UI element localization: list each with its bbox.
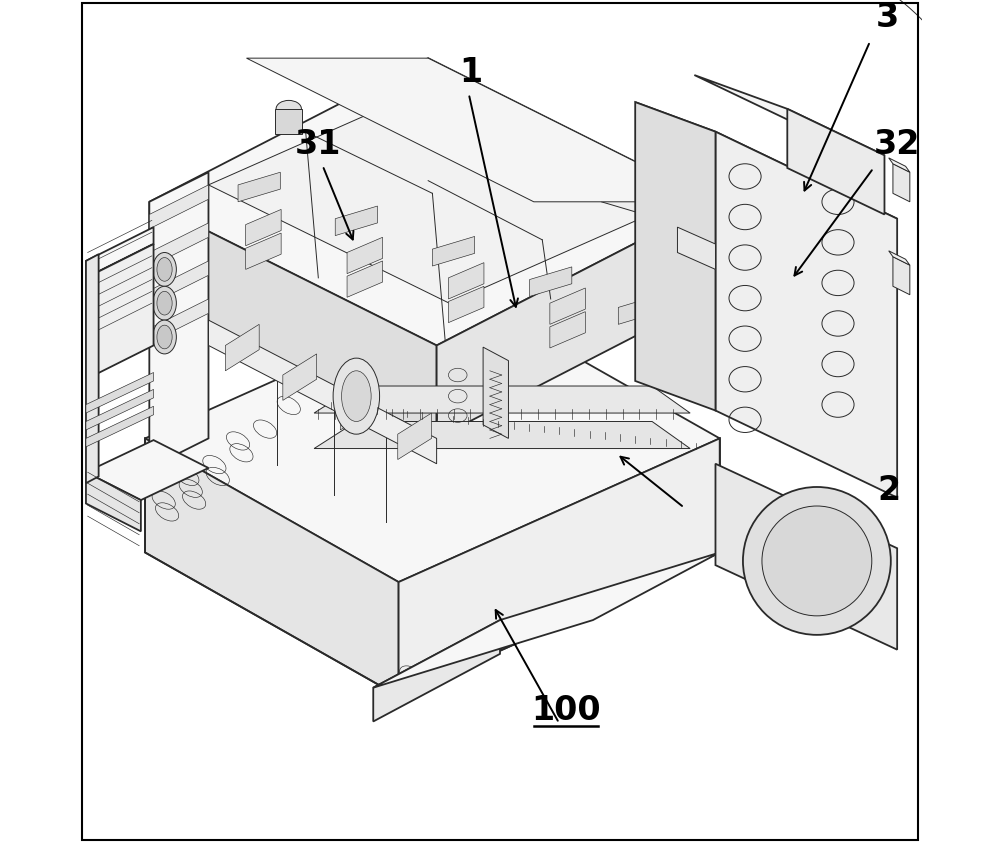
Polygon shape [550, 312, 585, 349]
Polygon shape [238, 173, 280, 203]
Polygon shape [893, 257, 910, 295]
Polygon shape [145, 439, 399, 696]
Polygon shape [889, 159, 910, 173]
Polygon shape [225, 325, 259, 371]
Polygon shape [149, 300, 208, 344]
Polygon shape [373, 553, 720, 688]
Polygon shape [246, 234, 281, 270]
Polygon shape [86, 390, 154, 430]
Polygon shape [86, 441, 208, 500]
Ellipse shape [153, 321, 176, 354]
Polygon shape [432, 237, 475, 267]
Ellipse shape [153, 253, 176, 287]
Polygon shape [530, 268, 572, 297]
Polygon shape [149, 262, 208, 306]
Polygon shape [694, 76, 884, 156]
Polygon shape [889, 252, 910, 266]
Polygon shape [314, 387, 690, 414]
Polygon shape [275, 110, 302, 135]
Polygon shape [335, 207, 377, 236]
Text: 2: 2 [877, 473, 900, 506]
Polygon shape [787, 110, 884, 215]
Polygon shape [398, 414, 432, 460]
Ellipse shape [342, 371, 371, 422]
Ellipse shape [333, 359, 380, 435]
Text: 32: 32 [874, 127, 920, 160]
Polygon shape [483, 348, 508, 439]
Polygon shape [86, 245, 154, 380]
Polygon shape [149, 59, 715, 346]
Polygon shape [86, 373, 154, 414]
Polygon shape [635, 103, 715, 411]
Polygon shape [86, 228, 154, 279]
Polygon shape [601, 169, 715, 236]
Polygon shape [715, 133, 897, 498]
Ellipse shape [762, 506, 872, 616]
Ellipse shape [157, 258, 172, 282]
Ellipse shape [157, 292, 172, 316]
Text: 31: 31 [295, 127, 342, 160]
Polygon shape [437, 203, 715, 439]
Polygon shape [149, 224, 208, 268]
Polygon shape [149, 186, 208, 230]
Polygon shape [145, 295, 720, 582]
Polygon shape [635, 103, 897, 219]
Polygon shape [208, 89, 669, 304]
Polygon shape [86, 473, 141, 532]
Polygon shape [149, 203, 437, 439]
Polygon shape [86, 255, 99, 484]
Ellipse shape [276, 101, 301, 118]
Ellipse shape [743, 487, 891, 635]
Polygon shape [246, 210, 281, 246]
Polygon shape [550, 289, 585, 325]
Polygon shape [618, 295, 661, 325]
Polygon shape [373, 620, 500, 722]
Ellipse shape [157, 326, 172, 349]
Ellipse shape [153, 287, 176, 321]
Text: 3: 3 [875, 1, 899, 34]
Polygon shape [340, 384, 374, 430]
Polygon shape [347, 238, 383, 274]
Polygon shape [86, 407, 154, 447]
Polygon shape [399, 439, 720, 696]
Polygon shape [893, 165, 910, 203]
Text: 100: 100 [531, 693, 601, 726]
Polygon shape [283, 354, 317, 401]
Polygon shape [247, 59, 715, 203]
Polygon shape [149, 173, 208, 468]
Polygon shape [448, 263, 484, 300]
Polygon shape [314, 422, 690, 449]
Polygon shape [715, 464, 897, 650]
Polygon shape [448, 287, 484, 323]
Polygon shape [677, 228, 715, 270]
Text: 1: 1 [459, 56, 482, 89]
Polygon shape [208, 321, 437, 464]
Polygon shape [347, 262, 383, 298]
